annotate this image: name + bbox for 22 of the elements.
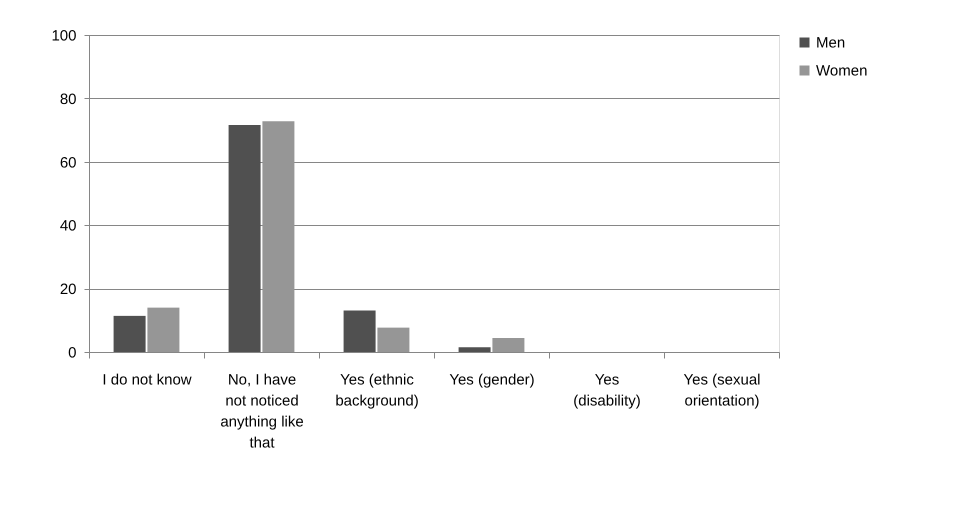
bar bbox=[377, 328, 410, 352]
x-tick-label: No, I have not noticed anything like that bbox=[220, 372, 304, 452]
bar bbox=[492, 338, 524, 352]
legend-label: Men bbox=[816, 34, 846, 52]
x-tick-label: Yes (ethnic background) bbox=[335, 372, 419, 410]
x-tick-label: Yes (gender) bbox=[449, 372, 535, 388]
legend-label: Women bbox=[816, 62, 868, 80]
x-tick-label: Yes (disability) bbox=[573, 372, 641, 410]
y-tick-label: 40 bbox=[60, 218, 76, 235]
bar bbox=[262, 121, 294, 352]
x-tick-label: Yes (sexual orientation) bbox=[684, 372, 760, 410]
y-tick-label: 0 bbox=[68, 344, 76, 362]
y-tick-label: 20 bbox=[60, 281, 76, 298]
x-tick-label: I do not know bbox=[102, 372, 192, 388]
y-tick-label: 80 bbox=[60, 90, 76, 108]
bar bbox=[344, 310, 376, 352]
bar bbox=[114, 316, 146, 352]
bar bbox=[147, 308, 180, 352]
bar bbox=[458, 347, 491, 352]
y-tick-label: 60 bbox=[60, 154, 76, 172]
bar bbox=[228, 125, 261, 352]
y-tick-label: 100 bbox=[51, 28, 76, 44]
